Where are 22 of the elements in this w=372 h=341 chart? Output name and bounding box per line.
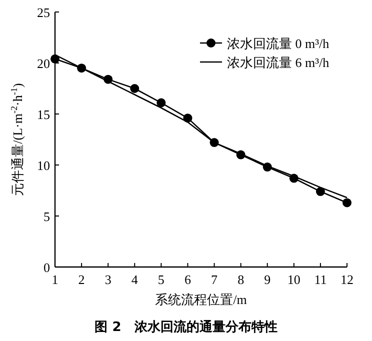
y-tick-label: 25 bbox=[37, 5, 50, 20]
y-tick-label: 15 bbox=[37, 107, 50, 122]
x-tick-label: 8 bbox=[238, 272, 244, 287]
x-tick-label: 7 bbox=[211, 272, 218, 287]
x-tick-label: 6 bbox=[184, 272, 192, 287]
y-tick-label: 10 bbox=[37, 158, 50, 173]
x-tick-label: 12 bbox=[340, 272, 354, 287]
x-axis-title: 系统流程位置/m bbox=[155, 292, 247, 307]
y-tick-label: 5 bbox=[44, 209, 50, 224]
y-tick-label: 20 bbox=[37, 56, 50, 71]
x-tick-label: 11 bbox=[314, 272, 327, 287]
y-tick-label: 0 bbox=[44, 260, 50, 275]
x-tick-label: 5 bbox=[158, 272, 164, 287]
caption: 图 2 浓水回流的通量分布特性 bbox=[94, 319, 278, 335]
x-tick-label: 1 bbox=[52, 272, 58, 287]
x-tick-label: 10 bbox=[287, 272, 300, 287]
legend-label: 浓水回流量 6 m³/h bbox=[227, 55, 330, 70]
x-tick-label: 3 bbox=[104, 272, 112, 287]
legend-label: 浓水回流量 0 m³/h bbox=[227, 36, 330, 51]
x-tick-label: 9 bbox=[264, 272, 271, 287]
x-tick-label: 4 bbox=[131, 272, 138, 287]
x-tick-label: 2 bbox=[78, 272, 85, 287]
